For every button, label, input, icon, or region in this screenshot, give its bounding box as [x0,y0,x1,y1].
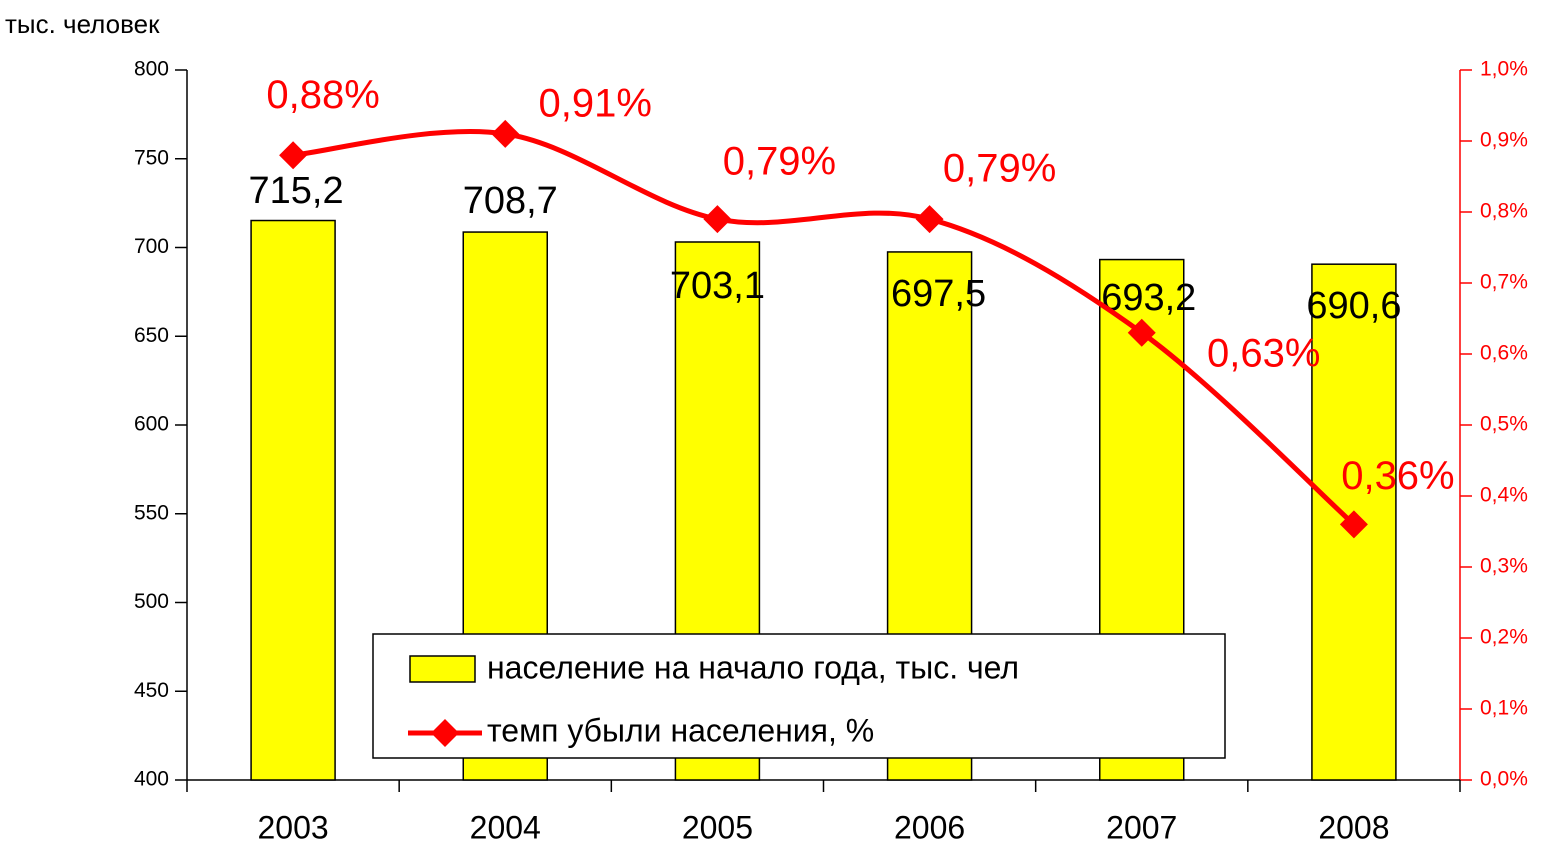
y2-tick-label: 0,3% [1480,555,1528,578]
y-tick-label: 400 [134,768,169,791]
line-value-label: 0,91% [539,81,652,125]
y-tick-label: 450 [134,679,169,702]
line [292,129,1356,527]
y2-tick-label: 0,4% [1480,484,1528,507]
x-tick-label: 2003 [257,809,328,845]
bar-value-label: 708,7 [463,180,558,222]
bar-value-label: 703,1 [670,265,765,307]
y2-tick-label: 0,0% [1480,768,1528,791]
line-value-label: 0,79% [723,140,836,184]
bar-value-label: 690,6 [1306,285,1401,327]
bar-value-label: 693,2 [1101,277,1196,319]
y-tick-label: 500 [134,590,169,613]
line-value-label: 0,88% [266,73,379,117]
y2-tick-label: 0,9% [1480,129,1528,152]
legend-swatch [409,655,476,683]
y-tick-label: 750 [134,146,169,169]
bar [250,219,336,781]
legend-box [372,633,1226,759]
y2-tick-label: 0,5% [1480,413,1528,436]
legend: население на начало года, тыс. чел темп у… [372,633,1226,759]
x-tick-label: 2008 [1318,809,1389,845]
x-tick-label: 2007 [1106,809,1177,845]
bar-value-label: 715,2 [249,170,344,212]
y-axis-label: тыс. человек [5,9,160,39]
y-tick-label: 700 [134,235,169,258]
y-tick-label: 600 [134,413,169,436]
y2-tick-label: 0,7% [1480,271,1528,294]
y2-tick-label: 1,0% [1480,58,1528,81]
line-marker [279,141,308,170]
line-value-label: 0,36% [1341,454,1454,498]
line-value-label: 0,63% [1207,331,1320,375]
y2-tick-label: 0,2% [1480,626,1528,649]
y-tick-label: 800 [134,58,169,81]
y2-tick-label: 0,1% [1480,697,1528,720]
x-tick-label: 2005 [682,809,753,845]
x-tick-label: 2006 [894,809,965,845]
line-marker [915,205,944,234]
line-marker [703,205,732,234]
line-value-label: 0,79% [943,147,1056,191]
line-marker [491,119,520,148]
y2-tick-label: 0,8% [1480,200,1528,223]
bar-value-label: 697,5 [891,273,986,315]
y-tick-label: 650 [134,324,169,347]
legend-label: темп убыли населения, % [487,712,874,748]
y-tick-label: 550 [134,501,169,524]
legend-label: население на начало года, тыс. чел [487,649,1019,685]
x-tick-label: 2004 [470,809,541,845]
line-marker [1127,318,1156,347]
y2-tick-label: 0,6% [1480,342,1528,365]
legend-marker [431,719,459,747]
line-marker [1339,510,1368,539]
